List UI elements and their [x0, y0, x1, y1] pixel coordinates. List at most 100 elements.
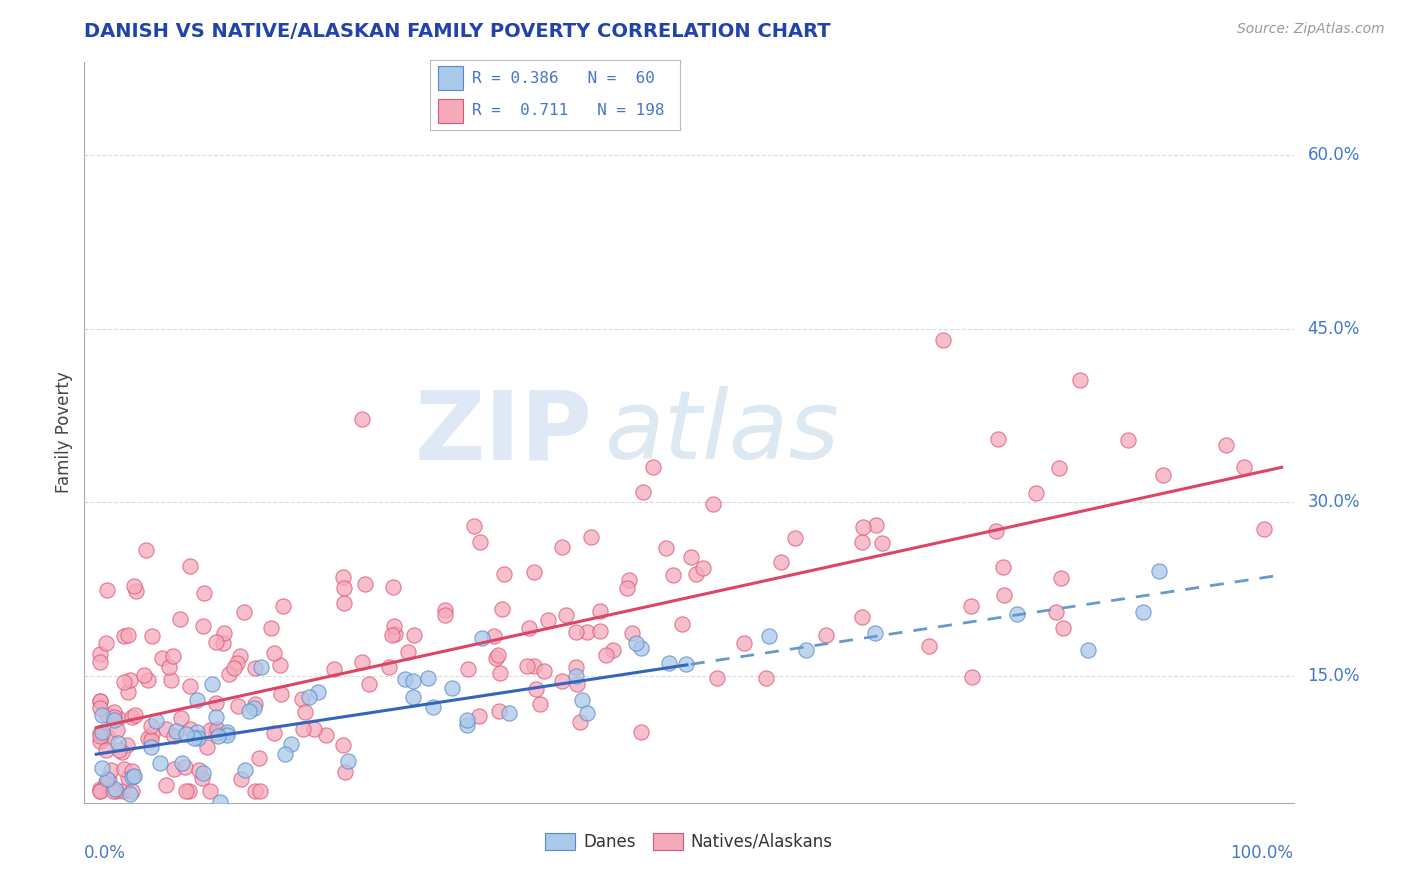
- Point: [1047, 460, 1070, 475]
- Point: [103, 705, 125, 719]
- Point: [107, 736, 129, 750]
- Point: [259, 621, 281, 635]
- Point: [416, 671, 439, 685]
- Point: [565, 669, 588, 683]
- Point: [155, 779, 177, 793]
- Point: [1069, 373, 1091, 387]
- Point: [382, 580, 405, 594]
- Point: [336, 754, 359, 768]
- Point: [134, 667, 156, 681]
- Point: [679, 550, 702, 565]
- Point: [169, 612, 191, 626]
- Point: [357, 677, 380, 691]
- Point: [323, 662, 346, 676]
- Point: [115, 738, 138, 752]
- Point: [852, 520, 875, 534]
- Point: [201, 677, 224, 691]
- Point: [163, 729, 186, 743]
- Point: [529, 697, 551, 711]
- Point: [157, 660, 180, 674]
- Point: [205, 709, 228, 723]
- Text: 45.0%: 45.0%: [1308, 319, 1360, 337]
- Point: [89, 701, 111, 715]
- Point: [1052, 620, 1074, 634]
- Point: [162, 649, 184, 664]
- Point: [233, 764, 256, 778]
- Text: DANISH VS NATIVE/ALASKAN FAMILY POVERTY CORRELATION CHART: DANISH VS NATIVE/ALASKAN FAMILY POVERTY …: [84, 22, 831, 41]
- Point: [89, 647, 111, 661]
- Point: [111, 745, 134, 759]
- FancyBboxPatch shape: [437, 66, 463, 90]
- Point: [89, 782, 111, 797]
- Point: [595, 648, 617, 662]
- Point: [107, 711, 129, 725]
- Point: [402, 674, 425, 689]
- Point: [434, 603, 457, 617]
- Point: [302, 722, 325, 736]
- Point: [851, 609, 873, 624]
- Point: [589, 604, 612, 618]
- Point: [217, 725, 239, 739]
- Point: [1233, 460, 1256, 475]
- Point: [193, 766, 215, 780]
- Point: [550, 674, 572, 689]
- Point: [384, 627, 406, 641]
- Point: [794, 643, 817, 657]
- Point: [218, 667, 240, 681]
- Point: [1215, 438, 1237, 452]
- Point: [270, 687, 292, 701]
- Point: [274, 747, 297, 762]
- Point: [121, 764, 143, 779]
- Point: [263, 647, 285, 661]
- Point: [91, 707, 114, 722]
- Point: [204, 697, 226, 711]
- Point: [294, 705, 316, 719]
- Point: [186, 731, 208, 746]
- Point: [533, 664, 555, 678]
- Point: [170, 711, 193, 725]
- Point: [567, 677, 589, 691]
- Point: [107, 743, 129, 757]
- Point: [918, 639, 941, 653]
- Point: [396, 645, 419, 659]
- Point: [671, 617, 693, 632]
- Point: [250, 659, 273, 673]
- Point: [271, 599, 294, 614]
- Point: [422, 700, 444, 714]
- Point: [91, 729, 114, 743]
- Point: [122, 769, 145, 783]
- Point: [298, 690, 321, 705]
- Point: [463, 519, 485, 533]
- Point: [207, 729, 229, 743]
- Point: [245, 697, 267, 711]
- Point: [315, 729, 337, 743]
- Point: [402, 690, 425, 704]
- Point: [568, 715, 591, 730]
- Point: [124, 584, 146, 599]
- Point: [624, 636, 647, 650]
- Point: [124, 708, 146, 723]
- Point: [353, 577, 375, 591]
- Text: Source: ZipAtlas.com: Source: ZipAtlas.com: [1237, 22, 1385, 37]
- Point: [551, 540, 574, 554]
- Point: [89, 784, 111, 798]
- Point: [118, 787, 141, 801]
- Point: [516, 658, 538, 673]
- Point: [565, 624, 588, 639]
- Point: [468, 534, 491, 549]
- Point: [89, 734, 111, 748]
- Point: [565, 659, 588, 673]
- Point: [104, 784, 127, 798]
- Point: [205, 722, 228, 736]
- Point: [571, 692, 593, 706]
- Point: [96, 582, 118, 597]
- Point: [658, 656, 681, 670]
- Text: atlas: atlas: [605, 386, 839, 479]
- Point: [149, 756, 172, 770]
- Point: [1050, 571, 1073, 585]
- Point: [602, 643, 624, 657]
- FancyBboxPatch shape: [437, 98, 463, 123]
- Point: [433, 608, 456, 623]
- Point: [197, 739, 219, 754]
- Point: [814, 628, 837, 642]
